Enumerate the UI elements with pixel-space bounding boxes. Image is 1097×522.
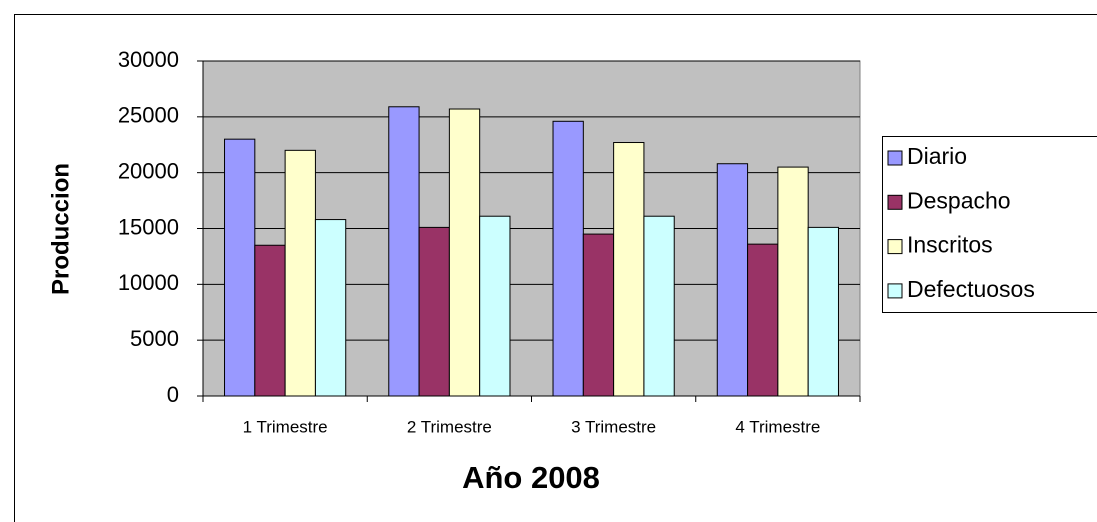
bar [643, 215, 675, 397]
legend-swatch [887, 194, 903, 210]
y-tick-label: 20000 [118, 158, 179, 183]
legend-swatch [887, 283, 903, 299]
legend [882, 136, 1097, 313]
x-tick-label: 1 Trimestre [243, 417, 328, 436]
legend-label: Diario [907, 143, 967, 169]
y-tick-label: 10000 [118, 270, 179, 295]
legend-swatch [887, 150, 903, 166]
bar [552, 120, 584, 397]
bar [254, 244, 286, 397]
y-tick-label: 30000 [118, 47, 179, 72]
bar [284, 149, 316, 397]
legend-label: Despacho [907, 187, 1011, 213]
y-tick-label: 0 [167, 382, 179, 407]
y-tick-label: 25000 [118, 103, 179, 128]
bar [582, 233, 615, 397]
y-tick-label: 15000 [118, 214, 179, 239]
bar [224, 138, 256, 397]
legend-label: Defectuosos [907, 276, 1035, 302]
bar [777, 166, 809, 397]
bar [479, 215, 511, 397]
x-tick-label: 3 Trimestre [571, 417, 656, 436]
x-axis-label: Año 2008 [462, 460, 600, 495]
x-tick-label: 2 Trimestre [407, 417, 492, 436]
legend-label: Inscritos [907, 232, 993, 258]
bar [716, 163, 749, 397]
bar [613, 142, 645, 397]
legend-swatch [887, 239, 903, 255]
bar [747, 243, 779, 397]
y-axis-label: Produccion [47, 163, 74, 295]
bar [388, 106, 420, 397]
x-tick-label: 4 Trimestre [735, 417, 820, 436]
bar [314, 219, 347, 397]
bar [807, 226, 839, 397]
bar [418, 226, 450, 397]
y-tick-label: 5000 [130, 326, 179, 351]
bar [448, 108, 481, 397]
